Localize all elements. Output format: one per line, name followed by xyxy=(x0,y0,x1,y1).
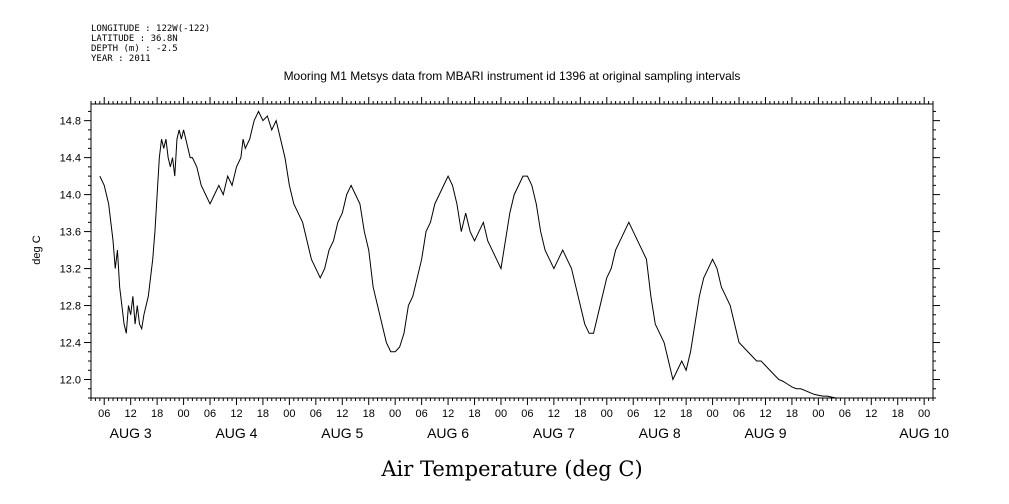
x-tick-label: 06 xyxy=(521,408,533,420)
x-tick-label: 18 xyxy=(151,408,163,420)
x-tick-label: 06 xyxy=(839,408,851,420)
plot-frame xyxy=(90,103,934,399)
x-tick-label: 18 xyxy=(892,408,904,420)
y-tick-label: 13.2 xyxy=(60,264,81,276)
y-axis-label: deg C xyxy=(31,235,43,264)
longitude-label: LONGITUDE : 122W(-122) xyxy=(91,24,210,34)
x-tick-label: 12 xyxy=(336,408,348,420)
y-tick-label: 14.8 xyxy=(60,116,81,128)
x-tick-label: 18 xyxy=(786,408,798,420)
day-label: AUG 4 xyxy=(215,425,257,441)
day-label: AUG 6 xyxy=(427,425,469,441)
x-tick-label: 00 xyxy=(918,408,930,420)
x-tick-label: 06 xyxy=(733,408,745,420)
year-label: YEAR : 2011 xyxy=(91,54,151,64)
day-label: AUG 3 xyxy=(110,425,152,441)
x-tick-label: 12 xyxy=(125,408,137,420)
y-tick-label: 12.8 xyxy=(60,301,81,313)
x-tick-label: 12 xyxy=(442,408,454,420)
day-label: AUG 9 xyxy=(744,425,786,441)
x-tick-label: 18 xyxy=(257,408,269,420)
x-tick-label: 18 xyxy=(468,408,480,420)
y-tick-labels: 12.0 12.4 12.8 13.2 13.6 14.0 14.4 14.8 xyxy=(60,116,81,387)
day-label: AUG 7 xyxy=(533,425,575,441)
x-tick-label: 06 xyxy=(310,408,322,420)
chart-title: Mooring M1 Metsys data from MBARI instru… xyxy=(284,69,741,83)
depth-label: DEPTH (m) : -2.5 xyxy=(91,44,178,54)
x-tick-label: 18 xyxy=(363,408,375,420)
series-line xyxy=(99,110,872,399)
day-label: AUG 10 xyxy=(899,425,949,441)
x-tick-label: 00 xyxy=(812,408,824,420)
x-tick-label: 00 xyxy=(601,408,613,420)
x-axis-title: Air Temperature (deg C) xyxy=(380,457,642,481)
day-labels: AUG 3 AUG 4 AUG 5 AUG 6 AUG 7 AUG 8 AUG 9 AUG 1… xyxy=(110,425,950,441)
axis-ticks xyxy=(84,97,940,405)
x-tick-label: 12 xyxy=(865,408,877,420)
x-tick-label: 00 xyxy=(283,408,295,420)
x-tick-label: 00 xyxy=(389,408,401,420)
day-label: AUG 8 xyxy=(639,425,681,441)
x-tick-label: 18 xyxy=(574,408,586,420)
y-tick-label: 12.4 xyxy=(60,338,81,350)
x-tick-label: 12 xyxy=(759,408,771,420)
y-tick-label: 14.0 xyxy=(60,190,81,202)
y-tick-label: 13.6 xyxy=(60,227,81,239)
x-tick-label: 00 xyxy=(495,408,507,420)
x-tick-label: 12 xyxy=(654,408,666,420)
y-tick-label: 14.4 xyxy=(60,153,81,165)
x-tick-labels: 06 12 18 00 06 12 18 00 06 12 18 00 06 12 18 00 06 12 18 00… xyxy=(98,408,930,420)
x-tick-label: 00 xyxy=(706,408,718,420)
x-tick-label: 06 xyxy=(627,408,639,420)
x-tick-label: 06 xyxy=(98,408,110,420)
x-tick-label: 18 xyxy=(680,408,692,420)
x-tick-label: 00 xyxy=(177,408,189,420)
y-tick-label: 12.0 xyxy=(60,375,81,387)
x-tick-label: 06 xyxy=(416,408,428,420)
day-label: AUG 5 xyxy=(321,425,363,441)
x-tick-label: 06 xyxy=(204,408,216,420)
x-tick-label: 12 xyxy=(548,408,560,420)
x-tick-label: 12 xyxy=(230,408,242,420)
latitude-label: LATITUDE : 36.8N xyxy=(91,34,178,44)
